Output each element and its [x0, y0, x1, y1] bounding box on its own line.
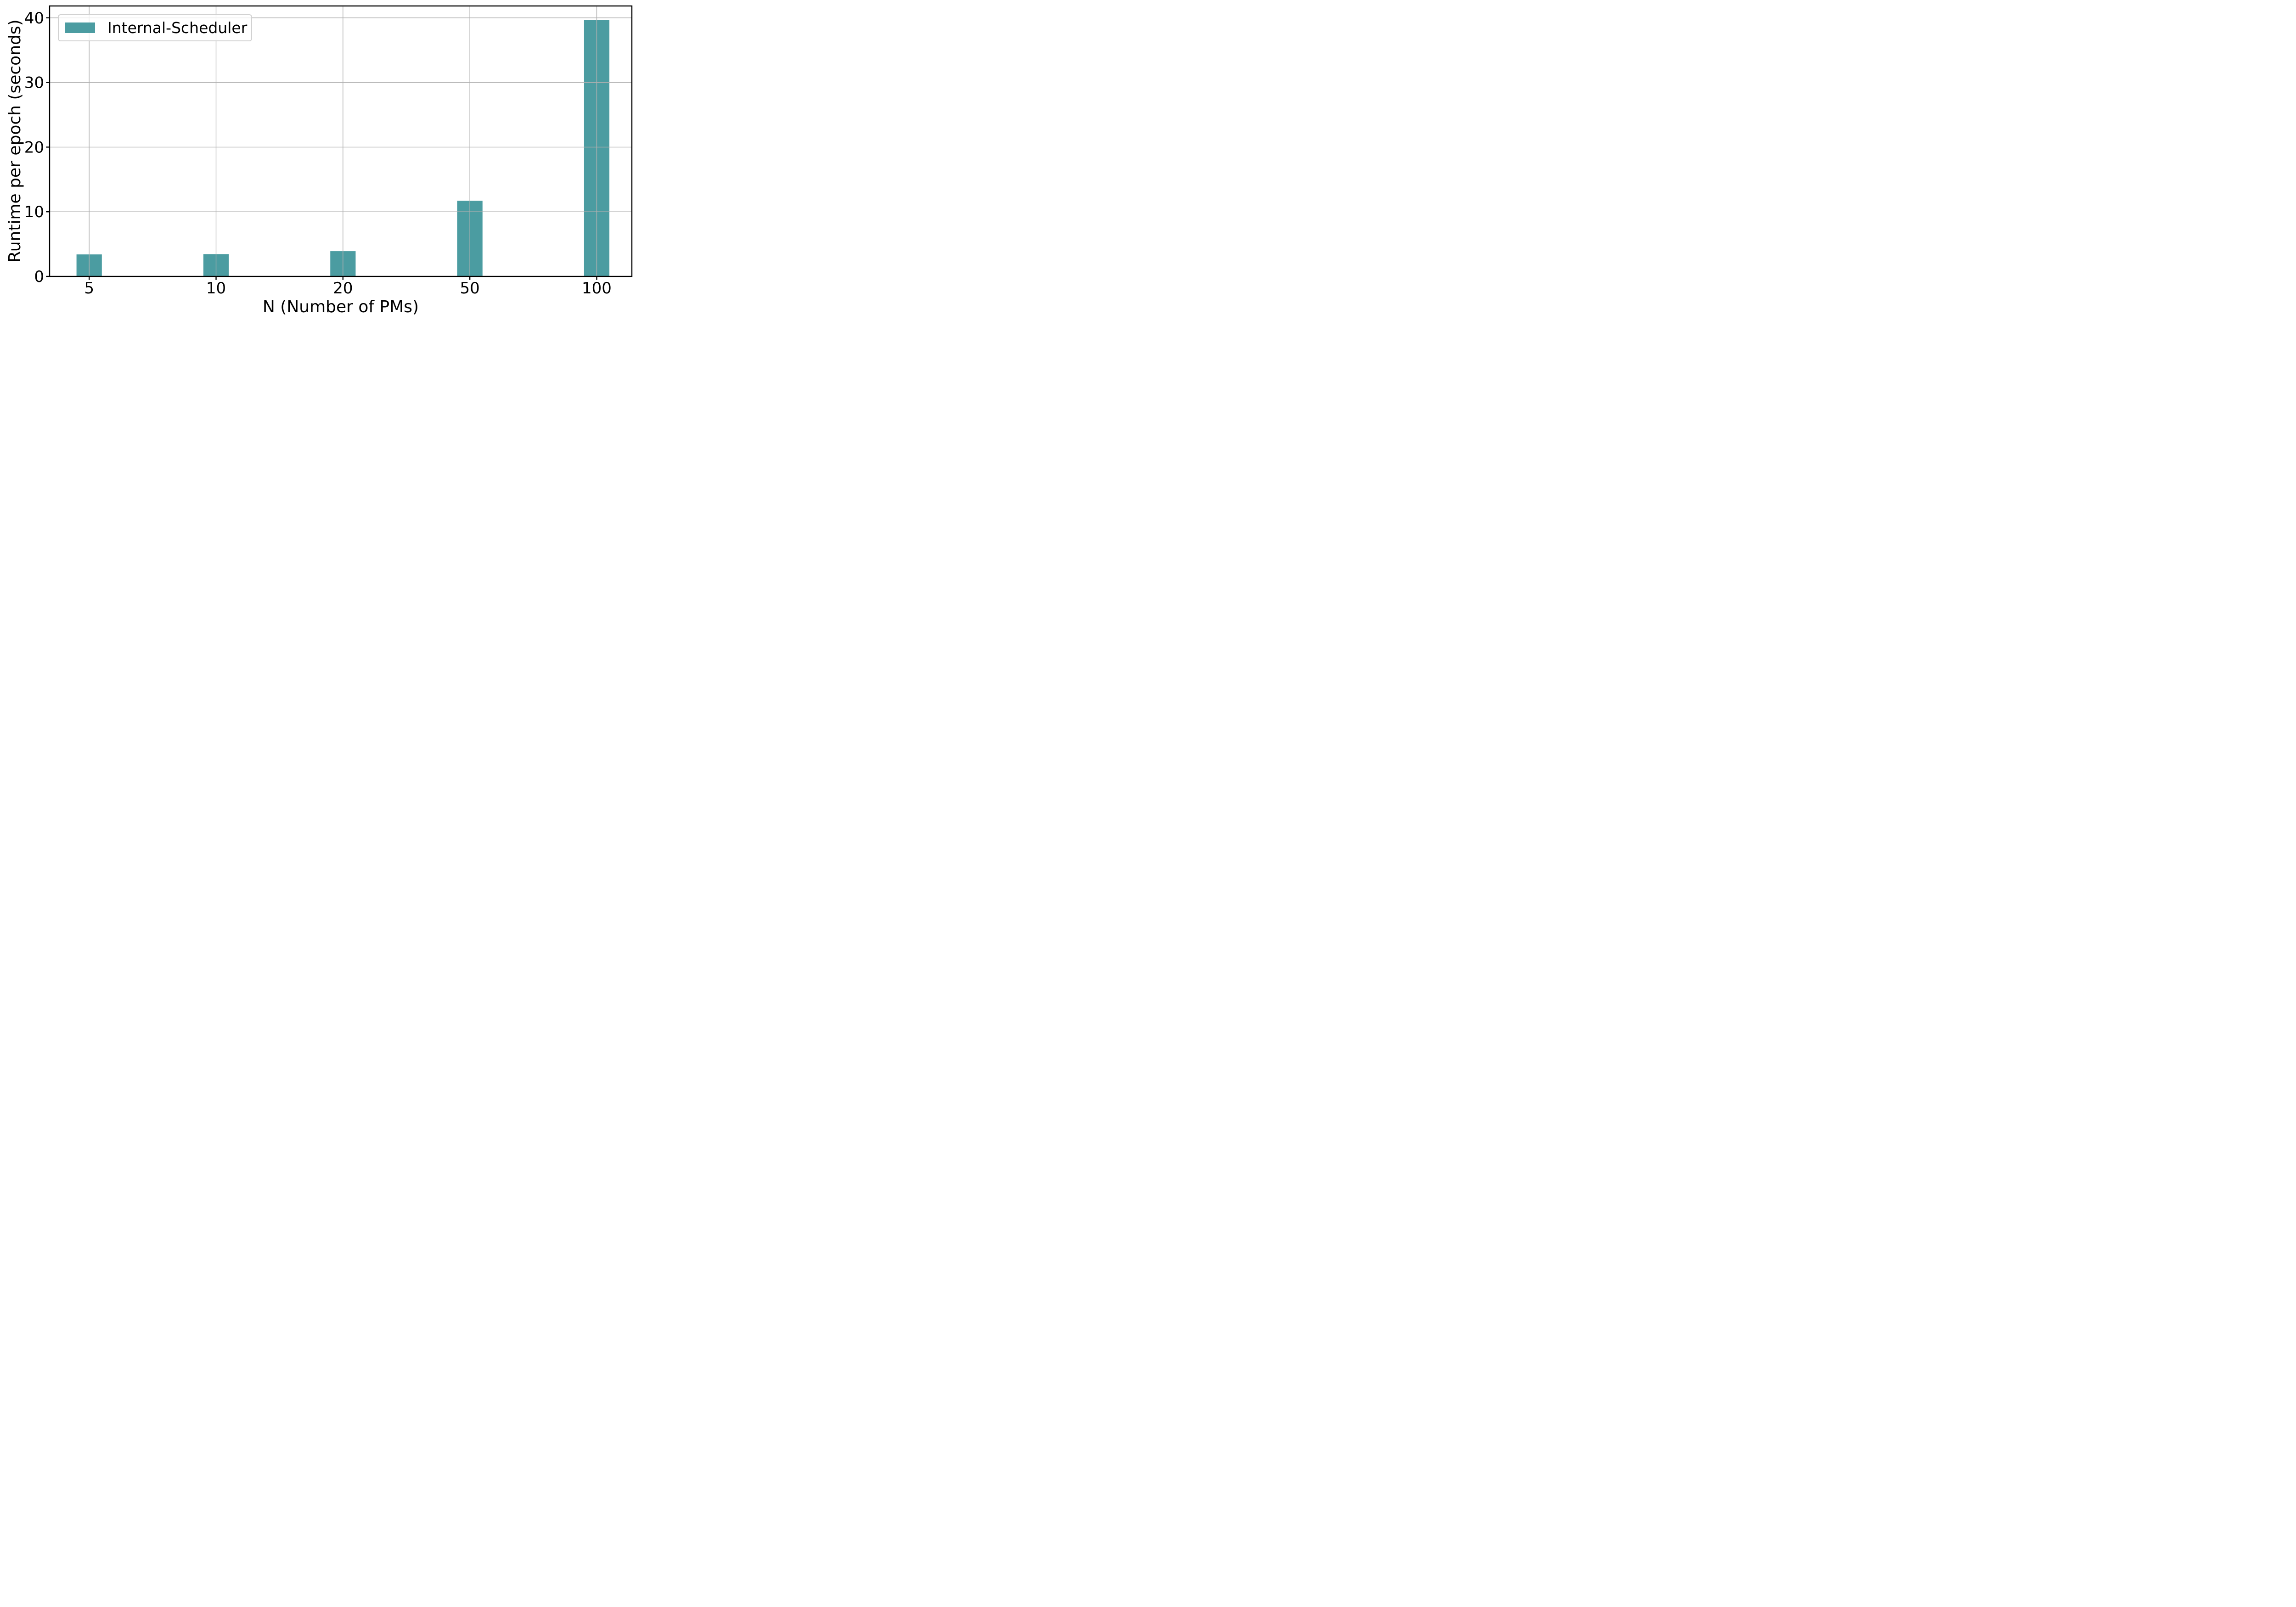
- x-axis-label: N (Number of PMs): [262, 298, 419, 316]
- y-tick-label-20: 20: [24, 138, 44, 157]
- x-tick-label-20: 20: [333, 279, 353, 298]
- x-tick-label-100: 100: [582, 279, 612, 298]
- axes-spines: [49, 5, 633, 277]
- bar-chart-figure: 5 10 20 50 100 0 10 20 30 40 N (Number of PMs) Ru…: [0, 0, 643, 321]
- y-tick-label-0: 0: [34, 268, 44, 286]
- x-tick-label-50: 50: [460, 279, 480, 298]
- y-tick-label-40: 40: [24, 9, 44, 28]
- legend-swatch-icon: [65, 22, 95, 33]
- y-tick-label-30: 30: [24, 74, 44, 92]
- x-tick-label-10: 10: [206, 279, 226, 298]
- y-axis-label: Runtime per epoch (seconds): [6, 19, 25, 263]
- y-tick-label-10: 10: [24, 203, 44, 221]
- legend-entry-label: Internal-Scheduler: [107, 19, 248, 37]
- legend: Internal-Scheduler: [58, 14, 252, 41]
- axes-canvas: 5 10 20 50 100 0 10 20 30 40: [24, 5, 633, 298]
- x-tick-label-5: 5: [84, 279, 94, 298]
